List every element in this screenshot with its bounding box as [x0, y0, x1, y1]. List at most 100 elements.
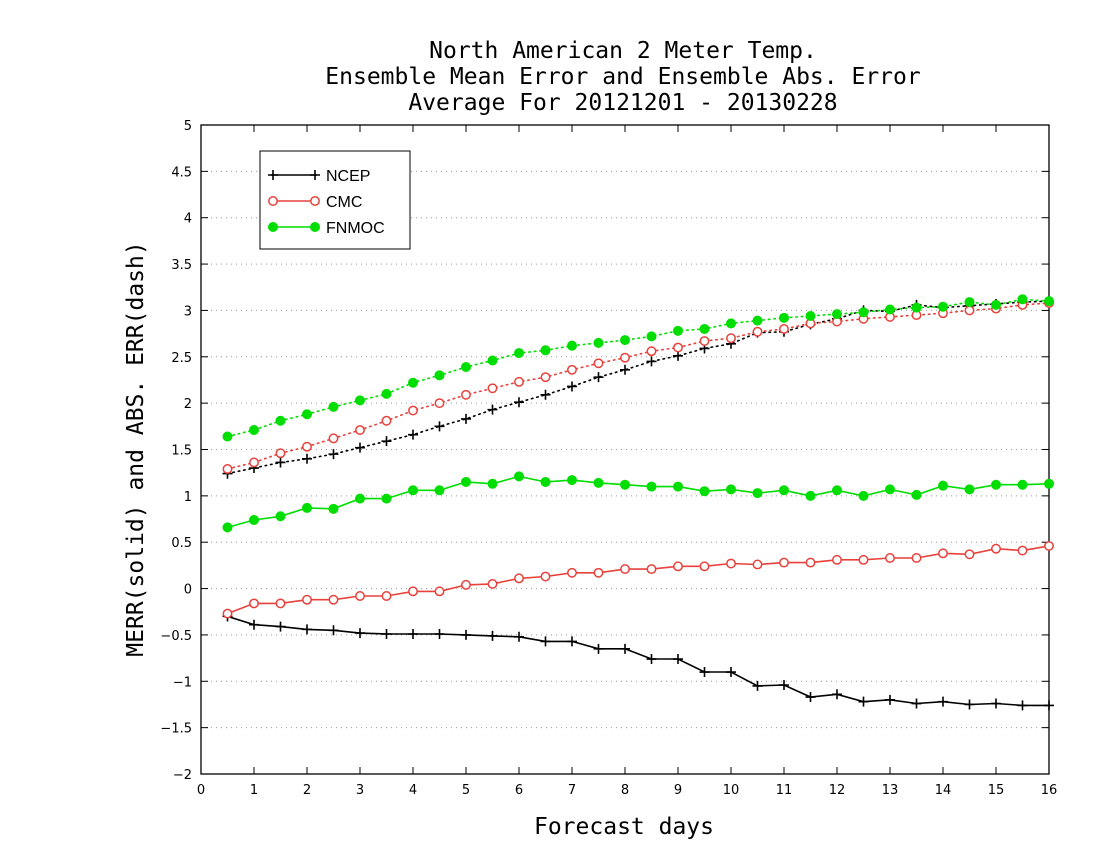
cmc-merr-point	[1044, 540, 1054, 551]
fnmoc-abs-err-point	[249, 425, 259, 436]
cmc-merr-point	[328, 594, 339, 605]
y-tick-label: −1.5	[160, 722, 192, 737]
chart-title: North American 2 Meter Temp. Ensemble Me…	[325, 38, 920, 116]
cmc-abs-err-point	[779, 324, 789, 334]
cmc-abs-err-point	[964, 305, 975, 316]
fnmoc-merr-point	[381, 493, 392, 504]
y-tick-label: 5	[184, 119, 192, 134]
cmc-abs-err-point	[620, 352, 630, 363]
ncep-merr-point	[752, 680, 763, 691]
fnmoc-abs-err-point	[275, 415, 286, 426]
fnmoc-abs-err-point	[593, 337, 604, 348]
fnmoc-merr-point	[646, 481, 657, 492]
fnmoc-abs-err-point	[673, 325, 683, 336]
fnmoc-abs-err-line	[226, 298, 1050, 438]
ncep-merr-point	[673, 654, 683, 665]
cmc-merr-line	[227, 545, 1050, 615]
ncep-abs-err-point	[593, 372, 604, 383]
fnmoc-merr-point	[805, 490, 816, 501]
cmc-abs-err-point	[514, 376, 524, 387]
fnmoc-merr-point	[302, 502, 312, 513]
x-tick-label: 0	[197, 783, 205, 798]
cmc-abs-err-point	[302, 441, 312, 452]
ncep-abs-err-line	[226, 300, 1050, 475]
cmc-merr-point	[355, 591, 365, 601]
cmc-merr-point	[381, 591, 392, 601]
cmc-abs-err-point	[408, 405, 418, 416]
fnmoc-abs-err-point	[885, 304, 895, 315]
fnmoc-abs-err-point	[911, 302, 922, 313]
cmc-merr-point	[567, 567, 577, 578]
y-tick-label: 0	[184, 583, 192, 598]
y-axis-label: MERR(solid) and ABS. ERR(dash)	[123, 241, 149, 656]
legend-entry-ncep: NCEP	[268, 168, 370, 185]
ncep-merr-point	[461, 629, 471, 640]
ncep-abs-err-point	[673, 350, 683, 361]
fnmoc-merr-point	[355, 493, 365, 504]
ncep-merr-point	[302, 624, 312, 635]
y-tick-label: 2	[184, 397, 192, 412]
fnmoc-abs-err-point	[1017, 294, 1028, 305]
fnmoc-merr-point	[408, 485, 418, 496]
fnmoc-abs-err-point	[540, 345, 551, 356]
ncep-abs-err-point	[381, 436, 392, 447]
y-tick-label: −0.5	[160, 629, 192, 644]
fnmoc-abs-err-point	[699, 323, 710, 334]
y-axis-ticks: −2 −1.5 −1 −0.5 0 0.5 1 1.5 2 2.5 3 3.5 4 4.5 5	[160, 119, 1049, 783]
cmc-merr-point	[726, 558, 736, 569]
x-tick-label: 1	[250, 783, 258, 798]
cmc-merr-point	[1017, 545, 1028, 556]
ncep-merr-point	[832, 689, 842, 700]
y-tick-label: 1	[184, 490, 192, 505]
fnmoc-merr-point	[699, 486, 710, 497]
cmc-merr-point	[275, 598, 286, 609]
ncep-merr-point	[434, 629, 445, 640]
ncep-merr-point	[514, 631, 524, 642]
cmc-abs-err-point	[275, 448, 286, 459]
legend-marker-cmc	[310, 196, 320, 206]
ncep-merr-point	[726, 667, 736, 678]
fnmoc-abs-err-point	[858, 307, 869, 318]
ncep-abs-err-point	[567, 381, 577, 392]
legend-marker-cmc	[268, 196, 278, 206]
fnmoc-merr-point	[911, 489, 922, 500]
x-tick-label: 13	[882, 783, 899, 798]
cmc-merr-point	[938, 548, 948, 559]
fnmoc-abs-err-point	[1044, 296, 1054, 307]
cmc-merr-point	[514, 573, 524, 584]
ncep-merr-point	[911, 698, 922, 709]
x-axis-label: Forecast days	[534, 814, 714, 840]
cmc-abs-err-point	[699, 336, 710, 346]
ncep-merr-point	[938, 696, 948, 707]
cmc-merr-point	[911, 553, 922, 563]
cmc-abs-err-point	[434, 398, 445, 409]
legend-label-cmc: CMC	[326, 194, 362, 211]
fnmoc-abs-err-point	[991, 299, 1001, 310]
fnmoc-abs-err-point	[620, 335, 630, 346]
x-tick-label: 12	[829, 783, 846, 798]
fnmoc-merr-point	[222, 522, 233, 533]
legend-marker-fnmoc	[268, 222, 278, 232]
fnmoc-merr-point	[1017, 479, 1028, 490]
ncep-merr-point	[964, 699, 975, 710]
fnmoc-abs-err-point	[832, 309, 842, 320]
series-ncep	[222, 296, 1054, 711]
fnmoc-abs-err-point	[805, 310, 816, 321]
cmc-merr-point	[302, 594, 312, 605]
fnmoc-abs-err-point	[381, 388, 392, 399]
fnmoc-merr-point	[858, 490, 869, 501]
fnmoc-merr-point	[567, 475, 577, 486]
fnmoc-merr-point	[938, 480, 948, 491]
series-cmc	[222, 298, 1054, 619]
cmc-abs-err-line	[226, 302, 1050, 470]
x-tick-label: 16	[1041, 783, 1058, 798]
legend: NCEP CMC FNMOC	[259, 150, 411, 250]
x-tick-label: 7	[568, 783, 576, 798]
ncep-abs-err-point	[461, 413, 471, 424]
cmc-merr-point	[885, 553, 895, 563]
ncep-abs-err-point	[487, 404, 498, 415]
cmc-merr-point	[620, 564, 630, 575]
ncep-merr-point	[540, 636, 551, 647]
cmc-abs-err-point	[673, 342, 683, 353]
